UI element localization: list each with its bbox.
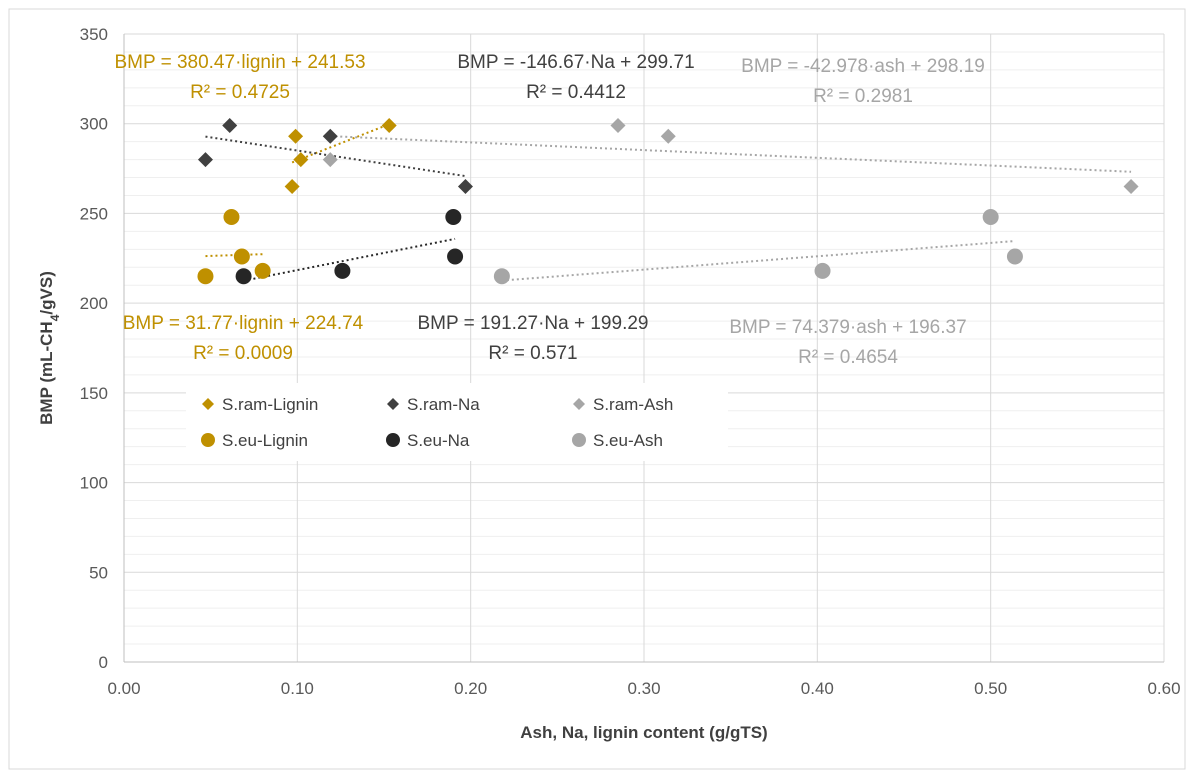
r-squared-label: R² = 0.4654: [798, 347, 898, 368]
data-point: [982, 209, 999, 226]
trendline: [243, 237, 456, 282]
data-point: [222, 118, 238, 134]
data-point: [322, 128, 338, 144]
data-point: [202, 398, 214, 410]
data-point: [293, 152, 309, 168]
data-point: [197, 268, 214, 285]
data-point: [387, 398, 399, 410]
data-point: [381, 118, 397, 134]
data-point: [814, 262, 831, 279]
y-tick-label: 350: [80, 25, 108, 44]
trendline-equation: BMP = 191.27·Na + 199.29: [418, 313, 649, 334]
legend-label: S.eu-Na: [407, 431, 470, 450]
data-point: [457, 179, 473, 195]
data-point: [322, 152, 338, 168]
trendline-equation: BMP = -146.67·Na + 299.71: [457, 52, 694, 73]
r-squared-label: R² = 0.571: [488, 343, 577, 364]
y-tick-label: 0: [99, 653, 108, 672]
x-axis-title: Ash, Na, lignin content (g/gTS): [520, 723, 767, 742]
data-point: [573, 398, 585, 410]
axes: 0.00 0.10 0.20 0.30 0.40 0.50 0.60 0 50 100 150 200…: [80, 25, 1181, 698]
r-squared-label: R² = 0.0009: [193, 343, 293, 364]
legend-box: [186, 383, 728, 461]
data-point: [445, 209, 462, 226]
y-axis-title-subscript: 4: [48, 314, 62, 321]
x-tick-label: 0.30: [627, 679, 660, 698]
data-point: [233, 248, 250, 265]
y-tick-label: 250: [80, 204, 108, 223]
legend-label: S.eu-Ash: [593, 431, 663, 450]
data-point: [660, 128, 676, 144]
y-tick-label: 200: [80, 294, 108, 313]
data-point: [386, 433, 400, 447]
data-point: [235, 268, 252, 285]
axis-titles: Ash, Na, lignin content (g/gTS) BMP (mL-C…: [37, 271, 768, 742]
data-point: [284, 179, 300, 195]
data-point: [288, 128, 304, 144]
data-point: [1123, 179, 1139, 195]
trendline-equations: BMP = 380.47·lignin + 241.53 R² = 0.4725 B…: [114, 52, 984, 368]
data-point: [201, 433, 215, 447]
data-point: [572, 433, 586, 447]
data-point: [447, 248, 464, 265]
legend: S.ram-Lignin S.ram-Na S.ram-Ash S.eu-Lignin…: [186, 383, 728, 461]
trendline-equation: BMP = -42.978·ash + 298.19: [741, 56, 985, 77]
y-tick-label: 300: [80, 115, 108, 134]
y-tick-label: 50: [89, 563, 108, 582]
trendline: [501, 240, 1016, 282]
data-point: [254, 262, 271, 279]
data-point: [610, 118, 626, 134]
trendline: [330, 135, 1132, 173]
trendline: [291, 123, 390, 164]
r-squared-label: R² = 0.4725: [190, 82, 290, 103]
y-axis-title-part: BMP (mL-CH: [37, 321, 56, 425]
trendline: [205, 135, 466, 178]
trendline-equation: BMP = 74.379·ash + 196.37: [729, 317, 966, 338]
data-point: [334, 262, 351, 279]
legend-label: S.ram-Na: [407, 395, 480, 414]
data-point: [197, 152, 213, 168]
data-points: [197, 118, 1139, 285]
trendline-equation: BMP = 31.77·lignin + 224.74: [123, 313, 364, 334]
x-tick-label: 0.10: [281, 679, 314, 698]
x-tick-label: 0.00: [107, 679, 140, 698]
legend-label: S.ram-Lignin: [222, 395, 318, 414]
r-squared-label: R² = 0.2981: [813, 86, 913, 107]
y-tick-label: 150: [80, 384, 108, 403]
x-tick-label: 0.50: [974, 679, 1007, 698]
data-point: [493, 268, 510, 285]
y-axis-title: BMP (mL-CH4/gVS): [37, 271, 62, 425]
x-tick-label: 0.40: [801, 679, 834, 698]
data-point: [223, 209, 240, 226]
x-tick-label: 0.60: [1147, 679, 1180, 698]
trendlines: [205, 123, 1132, 282]
trendline-equation: BMP = 380.47·lignin + 241.53: [114, 52, 365, 73]
r-squared-label: R² = 0.4412: [526, 82, 626, 103]
legend-label: S.ram-Ash: [593, 395, 673, 414]
legend-label: S.eu-Lignin: [222, 431, 308, 450]
x-tick-label: 0.20: [454, 679, 487, 698]
y-tick-label: 100: [80, 474, 108, 493]
y-axis-title-part: /gVS): [37, 271, 56, 314]
data-point: [1006, 248, 1023, 265]
